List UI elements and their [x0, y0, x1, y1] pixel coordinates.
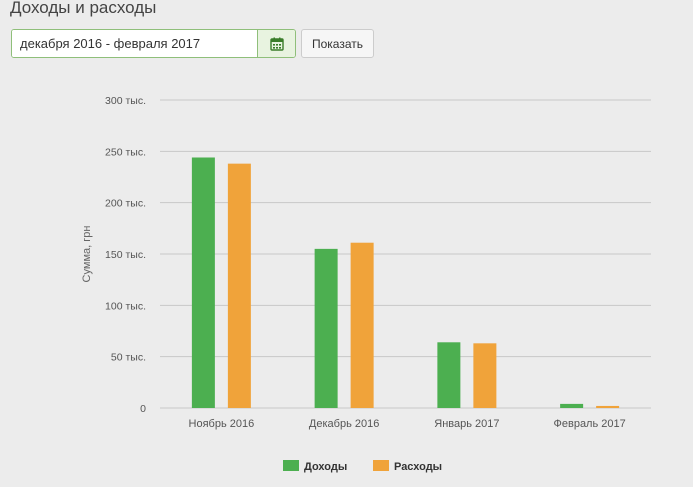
x-tick-label: Ноябрь 2016 — [189, 418, 255, 430]
x-tick-label: Декабрь 2016 — [309, 418, 379, 430]
x-tick-label: Февраль 2017 — [554, 418, 626, 430]
date-range-picker — [11, 29, 296, 58]
y-tick-label: 250 тыс. — [105, 146, 146, 158]
calendar-icon — [269, 37, 284, 51]
legend-label: Расходы — [394, 461, 442, 473]
y-tick-label: 100 тыс. — [105, 300, 146, 312]
legend-label: Доходы — [304, 461, 347, 473]
legend-item-expense[interactable]: Расходы — [373, 460, 442, 473]
chart-legend: Доходы Расходы — [283, 460, 442, 473]
bar-income[interactable] — [437, 342, 461, 408]
bar-income[interactable] — [560, 403, 584, 408]
y-axis-ticks: 0 50 тыс. 100 тыс. 150 тыс. 200 тыс. 250 тыс.… — [105, 95, 146, 415]
chart-bars — [191, 157, 620, 408]
bar-income[interactable] — [191, 157, 215, 408]
calendar-button[interactable] — [257, 30, 295, 57]
page-title: Доходы и расходы — [10, 0, 157, 17]
legend-swatch — [283, 460, 299, 471]
y-tick-label: 50 тыс. — [111, 352, 146, 364]
x-axis-labels: Ноябрь 2016 Декабрь 2016 Январь 2017 Феврал… — [189, 418, 626, 430]
y-axis-title: Сумма, грн — [81, 226, 93, 283]
y-tick-label: 150 тыс. — [105, 249, 146, 261]
bar-expense[interactable] — [596, 405, 620, 408]
x-tick-label: Январь 2017 — [434, 418, 499, 430]
y-tick-label: 200 тыс. — [105, 198, 146, 210]
y-tick-label: 300 тыс. — [105, 95, 146, 107]
y-tick-label: 0 — [140, 403, 146, 415]
legend-item-income[interactable]: Доходы — [283, 460, 347, 473]
bar-income[interactable] — [314, 248, 338, 408]
show-button[interactable]: Показать — [301, 29, 374, 58]
legend-swatch — [373, 460, 389, 471]
date-range-input[interactable] — [12, 30, 257, 57]
bar-expense[interactable] — [473, 343, 497, 408]
bar-expense[interactable] — [227, 163, 251, 408]
bar-expense[interactable] — [350, 242, 374, 408]
